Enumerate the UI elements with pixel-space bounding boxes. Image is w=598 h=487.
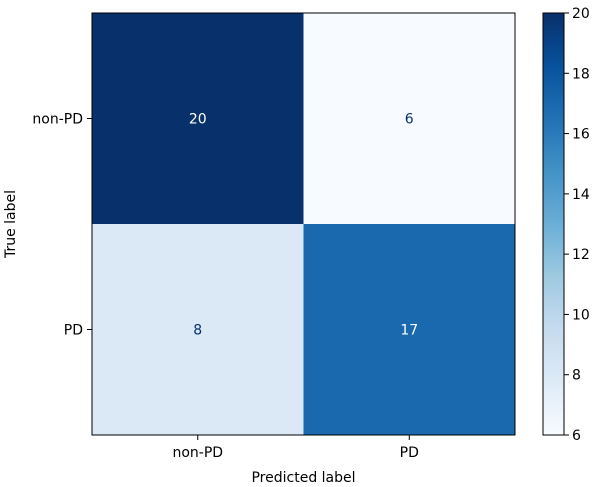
colorbar-tick-label: 6	[572, 428, 581, 444]
y-axis-ticks: non-PD PD	[32, 112, 92, 339]
cell-value-label: 8	[193, 323, 202, 339]
colorbar-tick-label: 20	[572, 6, 590, 22]
y-tick-label: PD	[64, 323, 83, 339]
heatmap-cells	[92, 13, 515, 435]
x-axis-label: Predicted label	[251, 470, 355, 486]
cell-value-label: 17	[400, 323, 418, 339]
plot-frame	[91, 12, 516, 436]
x-tick-label: PD	[400, 445, 419, 461]
colorbar-gradient	[543, 13, 564, 435]
y-tick-label: non-PD	[32, 112, 83, 128]
heatmap-cell	[92, 13, 304, 224]
colorbar-tick-label: 18	[572, 66, 590, 82]
x-axis-ticks: non-PD PD	[172, 435, 419, 461]
cell-value-label: 20	[189, 112, 207, 128]
heatmap-cell	[303, 224, 515, 435]
colorbar-tick-label: 8	[572, 368, 581, 384]
y-axis-label: True label	[3, 190, 19, 259]
cell-value-label: 6	[405, 112, 414, 128]
x-tick-label: non-PD	[172, 445, 223, 461]
colorbar-tick-label: 10	[572, 307, 590, 323]
heatmap-cell	[92, 224, 304, 435]
colorbar-ticks: 6 8 10 12 14 16 18 20	[564, 6, 590, 444]
colorbar: 6 8 10 12 14 16 18 20	[542, 6, 590, 444]
colorbar-tick-label: 12	[572, 247, 590, 263]
cell-value-labels: 20 6 8 17	[189, 112, 418, 339]
heatmap-cell	[303, 13, 515, 224]
colorbar-tick-label: 16	[572, 127, 590, 143]
colorbar-frame	[542, 12, 565, 436]
colorbar-tick-label: 14	[572, 187, 590, 203]
